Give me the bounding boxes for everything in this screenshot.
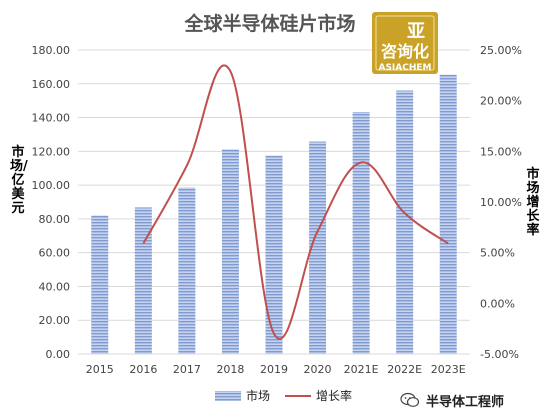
y2-tick-label: 20.00%: [480, 95, 522, 108]
y-tick-label: 120.00: [32, 145, 71, 158]
bar: [439, 74, 457, 354]
y-tick-label: 80.00: [39, 213, 71, 226]
logo-brand: ASIACHEM: [378, 63, 431, 73]
asiachem-logo: 亚 咨询化 ASIACHEM: [372, 12, 438, 74]
y-tick-label: 60.00: [39, 247, 71, 260]
y-tick-label: 0.00: [46, 348, 71, 361]
y-axis-label: 市场/亿美元: [10, 145, 28, 216]
y2-tick-label: -5.00%: [480, 348, 519, 361]
bar-series: [91, 74, 457, 355]
legend: 市场 增长率: [215, 388, 352, 403]
y-tick-label: 20.00: [39, 314, 71, 327]
chart-title: 全球半导体硅片市场: [183, 12, 355, 35]
bar: [221, 149, 239, 354]
x-tick-label: 2015: [86, 363, 114, 376]
bar: [134, 207, 152, 354]
logo-char-top: 亚: [407, 21, 425, 42]
x-tick-label: 2023E: [431, 363, 466, 376]
x-tick-label: 2016: [129, 363, 157, 376]
x-tick-label: 2018: [216, 363, 244, 376]
y2-tick-label: 5.00%: [480, 247, 515, 260]
y2-axis-label: 市场增长率: [525, 168, 541, 238]
legend-bar-label: 市场: [246, 388, 270, 403]
growth-rate-line: [142, 64, 449, 340]
bar: [396, 90, 414, 355]
line-series: [142, 64, 449, 340]
y2-tick-label: 15.00%: [480, 145, 522, 158]
logo-chars-bottom: 咨询化: [381, 42, 429, 61]
y-tick-label: 140.00: [32, 112, 71, 125]
x-tick-label: 2022E: [387, 363, 422, 376]
x-tick-label: 2020: [304, 363, 332, 376]
y2-tick-label: 0.00%: [480, 297, 515, 310]
right-axis-ticks: -5.00% 0.00% 5.00% 10.00% 15.00% 20.00% 25.00%: [480, 44, 522, 361]
bar: [309, 141, 327, 354]
bar: [91, 215, 109, 354]
left-axis-ticks: 0.00 20.00 40.00 60.00 80.00 100.00 120.00 140.…: [32, 44, 71, 361]
watermark-text: 半导体工程师: [426, 394, 505, 410]
y-tick-label: 160.00: [32, 78, 71, 91]
bar: [352, 111, 370, 354]
y2-axis-label-text: 市场增长率: [526, 167, 540, 238]
x-tick-label: 2021E: [344, 363, 379, 376]
wechat-watermark: 半导体工程师: [400, 388, 504, 412]
x-axis-ticks: 2015 2016 2017 2018 2019 2020 2021E 2022E 2023E: [86, 363, 466, 376]
y-tick-label: 40.00: [39, 280, 71, 293]
y-tick-label: 100.00: [32, 179, 71, 192]
y-tick-label: 180.00: [32, 44, 71, 57]
wechat-icon: [400, 392, 420, 407]
legend-bar-swatch: [215, 391, 241, 401]
x-tick-label: 2017: [173, 363, 201, 376]
y2-tick-label: 25.00%: [480, 44, 522, 57]
x-tick-label: 2019: [260, 363, 288, 376]
bar: [265, 155, 283, 354]
bar: [178, 187, 196, 354]
y2-tick-label: 10.00%: [480, 196, 522, 209]
y-axis-label-text: 市场/亿美元: [10, 145, 28, 216]
legend-line-label: 增长率: [316, 388, 352, 403]
